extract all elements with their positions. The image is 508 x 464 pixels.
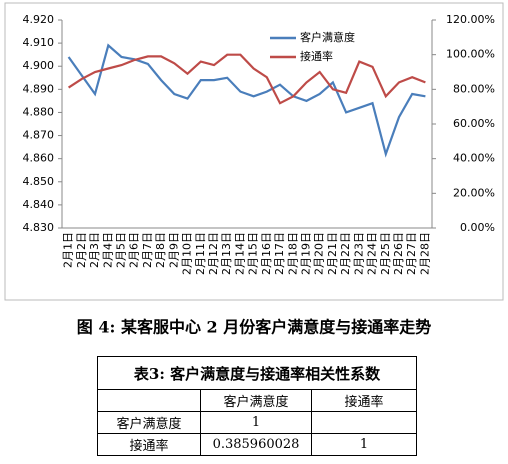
x-tick-label: 2月3日 — [88, 232, 101, 268]
line-series — [67, 53, 426, 105]
y-tick-label: 4.850 — [23, 175, 55, 188]
y-tick-label: 4.830 — [23, 221, 55, 234]
legend-label: 客户满意度 — [300, 30, 355, 44]
x-tick-label: 2月17日 — [273, 232, 286, 275]
x-tick-label: 2月18日 — [286, 232, 299, 275]
y2-tick-label: 40.00% — [453, 152, 495, 165]
cell: 0.385960028 — [200, 433, 312, 456]
chart: 图 4: 某客服中心 2 月份客户满意度与接通率走势 4.830 4.840 4.8… — [4, 2, 504, 337]
x-tick-label: 2月1日 — [62, 232, 75, 268]
x-tick-label: 2月2日 — [75, 232, 88, 268]
x-tick-label: 2月15日 — [247, 232, 260, 275]
x-tick-label: 2月22日 — [339, 232, 352, 275]
x-tick-label: 2月19日 — [299, 232, 312, 275]
x-tick-label: 2月14日 — [233, 232, 246, 275]
y-tick-label: 4.920 — [23, 13, 55, 26]
x-tick-label: 2月9日 — [167, 232, 180, 268]
cell: 1 — [311, 433, 417, 456]
line-series — [67, 43, 426, 158]
x-tick-label: 2月7日 — [141, 232, 154, 268]
row-label: 接通率 — [97, 433, 201, 456]
x-tick-label: 2月13日 — [220, 232, 233, 275]
x-tick-label: 2月28日 — [418, 232, 431, 275]
x-tick-label: 2月4日 — [101, 232, 114, 268]
y-tick-label: 4.880 — [23, 105, 55, 118]
y2-tick-label: 0.00% — [460, 221, 495, 234]
x-tick-label: 2月8日 — [154, 232, 167, 268]
x-tick-label: 2月21日 — [326, 232, 339, 275]
y2-tick-label: 20.00% — [453, 186, 495, 199]
y-tick-label: 4.870 — [23, 129, 55, 142]
chart-frame — [4, 2, 504, 301]
y-tick-label: 4.840 — [23, 198, 55, 211]
y2-tick-label: 100.00% — [446, 48, 495, 61]
row-label: 客户满意度 — [97, 411, 201, 434]
header-cell: 接通率 — [311, 389, 417, 412]
x-tick-label: 2月23日 — [352, 232, 365, 275]
legend-label: 接通率 — [300, 49, 333, 63]
cell: 1 — [200, 411, 312, 434]
x-tick-label: 2月16日 — [260, 232, 273, 275]
y-tick-label: 4.900 — [23, 59, 55, 72]
x-tick-label: 2月25日 — [379, 232, 392, 275]
header-cell: 客户满意度 — [200, 389, 312, 412]
x-tick-label: 2月5日 — [114, 232, 127, 268]
x-tick-label: 2月27日 — [405, 232, 418, 275]
x-tick-label: 2月11日 — [194, 232, 207, 275]
table-title: 表3: 客户满意度与接通率相关性系数 — [97, 356, 417, 390]
y2-tick-label: 80.00% — [453, 82, 495, 95]
x-tick-label: 2月6日 — [128, 232, 141, 268]
x-tick-label: 2月20日 — [313, 232, 326, 275]
x-tick-label: 2月10日 — [181, 232, 194, 275]
y2-tick-label: 120.00% — [446, 13, 495, 26]
x-tick-label: 2月24日 — [366, 232, 379, 275]
x-tick-label: 2月26日 — [392, 232, 405, 275]
y-tick-label: 4.910 — [23, 36, 55, 49]
y-tick-label: 4.860 — [23, 152, 55, 165]
table: 表3: 客户满意度与接通率相关性系数 客户满意度 接通率 客户满意度 1 接通率 0.… — [97, 356, 417, 456]
y-tick-label: 4.890 — [23, 82, 55, 95]
y2-tick-label: 60.00% — [453, 117, 495, 130]
x-tick-label: 2月12日 — [207, 232, 220, 275]
caption: 图 4: 某客服中心 2 月份客户满意度与接通率走势 — [77, 318, 431, 337]
